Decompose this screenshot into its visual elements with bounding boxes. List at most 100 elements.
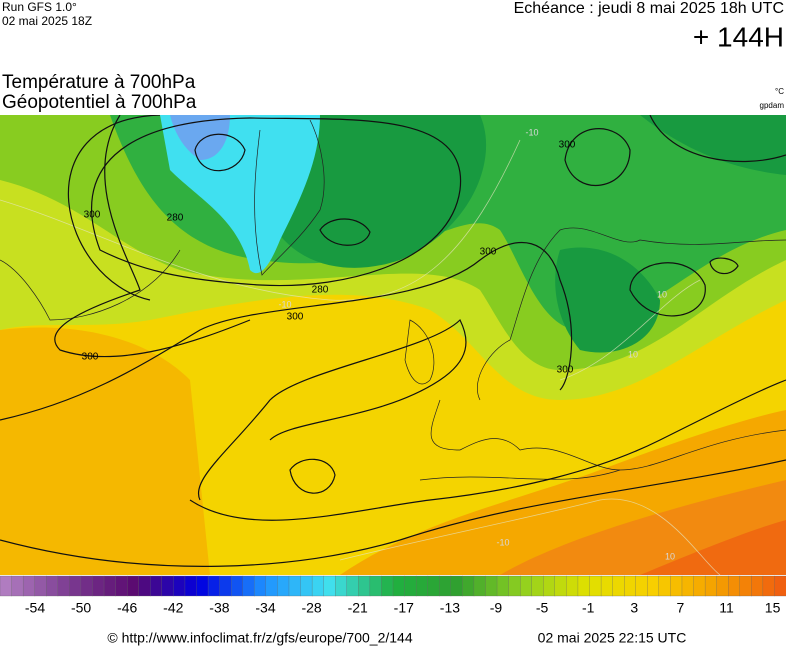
color-swatch	[485, 575, 498, 597]
contour-label: 300	[557, 365, 574, 376]
color-swatch	[173, 575, 186, 597]
color-swatch	[57, 575, 70, 597]
color-swatch	[647, 575, 660, 597]
temp-field	[170, 115, 230, 160]
coastline	[404, 319, 435, 385]
color-swatch	[589, 575, 602, 597]
color-swatch	[138, 575, 151, 597]
color-swatch	[358, 575, 371, 597]
colorbar-label: -21	[348, 600, 368, 616]
contour-label: 300	[559, 140, 576, 151]
contour-label: 300	[287, 312, 304, 323]
colorbar-label: 15	[765, 600, 781, 616]
colorbar-label: -1	[582, 600, 595, 616]
color-swatch	[69, 575, 82, 597]
contour	[319, 218, 371, 246]
colorbar: -54 -50 -46 -42 -38 -34 -28 -21 -17 -13 -9 -5 -1 3 7 11…	[0, 575, 786, 616]
coastline	[0, 249, 181, 321]
color-swatch	[404, 575, 417, 597]
color-swatch	[323, 575, 336, 597]
contour	[189, 379, 786, 521]
colorbar-label: -50	[71, 600, 91, 616]
isotherm	[339, 498, 721, 575]
isotherm-label: 10	[628, 349, 638, 359]
color-swatch	[381, 575, 394, 597]
color-swatch	[103, 575, 117, 597]
contour	[67, 115, 161, 301]
contour	[289, 458, 336, 494]
contour-label: 300	[84, 210, 101, 221]
isotherm-label: -10	[278, 299, 291, 309]
contour-label: 300	[82, 352, 99, 363]
contour-label: 280	[312, 285, 329, 296]
color-swatch	[92, 575, 105, 597]
color-swatch	[670, 575, 683, 597]
contour	[709, 257, 739, 275]
color-swatch	[774, 575, 786, 597]
run-label: Run GFS 1.0°	[2, 0, 77, 14]
color-swatch	[196, 575, 209, 597]
temp-field	[555, 247, 660, 353]
color-swatch	[600, 575, 614, 597]
color-swatch	[624, 575, 637, 597]
color-swatch	[288, 575, 301, 597]
color-swatch	[739, 575, 752, 597]
map: 280 280 300 300 300 300 300 300 -10 -10 10 10 -10 10	[0, 115, 786, 575]
colorbar-label: -17	[394, 600, 414, 616]
colorbar-label: -28	[301, 600, 321, 616]
color-swatch	[450, 575, 463, 597]
isotherm	[559, 279, 701, 381]
temp-field	[0, 327, 210, 575]
color-swatch	[80, 575, 93, 597]
color-swatch	[46, 575, 59, 597]
contour	[0, 459, 786, 567]
color-swatch	[693, 575, 706, 597]
color-swatch	[300, 575, 313, 597]
isotherm-label: -10	[525, 127, 538, 137]
temp-field	[640, 520, 786, 575]
temp-field	[640, 115, 786, 175]
color-swatch	[531, 575, 544, 597]
unit-temperature: °C	[775, 87, 784, 96]
color-swatch	[150, 575, 163, 597]
color-swatch	[0, 575, 13, 597]
color-swatch	[335, 575, 348, 597]
color-swatch	[462, 575, 475, 597]
title-geopotential: Géopotentiel à 700hPa	[2, 92, 197, 113]
color-swatch	[22, 575, 36, 597]
title-temperature: Température à 700hPa	[2, 72, 196, 93]
contour	[0, 242, 573, 421]
color-swatch	[716, 575, 729, 597]
color-swatch	[566, 575, 579, 597]
colorbar-label: -5	[536, 600, 549, 616]
contour-label: 280	[167, 213, 184, 224]
color-swatch	[415, 575, 429, 597]
color-swatch	[543, 575, 556, 597]
color-swatch	[311, 575, 325, 597]
color-swatch	[265, 575, 278, 597]
color-swatch	[439, 575, 452, 597]
color-swatch	[392, 575, 406, 597]
contour	[90, 117, 462, 287]
isotherm	[0, 139, 521, 301]
coastline	[430, 399, 786, 471]
contour-label: 300	[480, 247, 497, 258]
colorbar-label: -46	[117, 600, 137, 616]
coastline	[419, 469, 621, 481]
color-swatch	[11, 575, 24, 597]
coastline	[477, 227, 786, 401]
color-swatch	[34, 575, 47, 597]
color-swatch	[242, 575, 255, 597]
isotherm-label: -10	[496, 537, 509, 547]
colorbar-label: -34	[255, 600, 275, 616]
contour	[197, 318, 467, 501]
coastline	[254, 119, 325, 276]
contour	[194, 133, 246, 172]
colorbar-label: -38	[209, 600, 229, 616]
color-swatch	[508, 575, 521, 597]
color-swatch	[254, 575, 267, 597]
unit-geopotential: gpdam	[760, 101, 785, 110]
colorbar-label: -54	[25, 600, 45, 616]
color-swatch	[473, 575, 486, 597]
